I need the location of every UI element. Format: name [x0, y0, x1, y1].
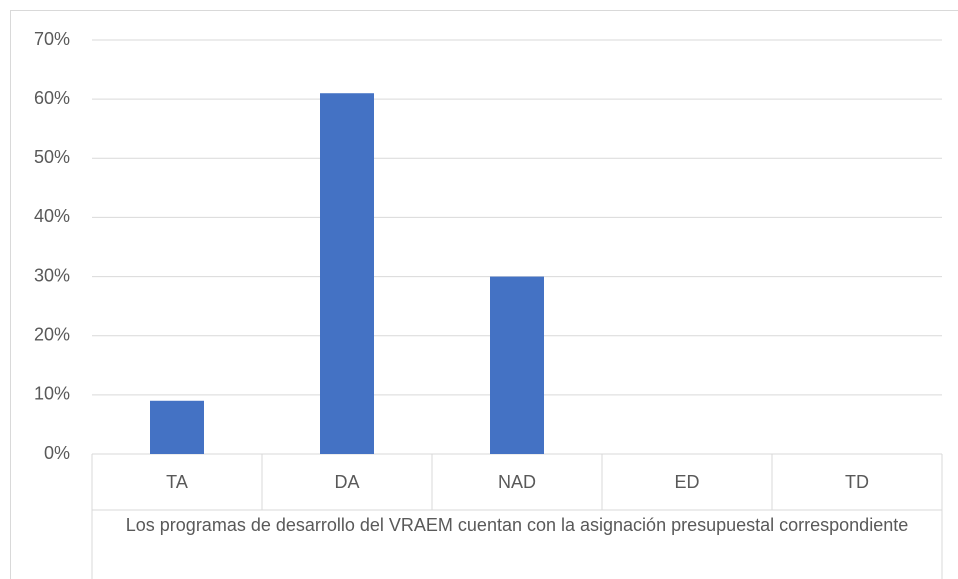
y-tick-label: 50%: [34, 147, 70, 167]
y-tick-label: 10%: [34, 384, 70, 404]
y-tick-label: 70%: [34, 29, 70, 49]
bar: [150, 400, 204, 454]
x-tick-label: ED: [674, 472, 699, 492]
bar: [490, 276, 544, 454]
chart-border: [10, 10, 958, 579]
y-tick-label: 30%: [34, 265, 70, 285]
x-tick-label: DA: [334, 472, 359, 492]
y-tick-label: 60%: [34, 88, 70, 108]
y-tick-label: 0%: [44, 443, 70, 463]
y-tick-label: 40%: [34, 206, 70, 226]
x-tick-label: TD: [845, 472, 869, 492]
x-tick-label: TA: [166, 472, 188, 492]
x-tick-label: NAD: [498, 472, 536, 492]
bar: [320, 93, 374, 454]
x-axis-label: Los programas de desarrollo del VRAEM cu…: [125, 515, 909, 535]
y-tick-label: 20%: [34, 324, 70, 344]
